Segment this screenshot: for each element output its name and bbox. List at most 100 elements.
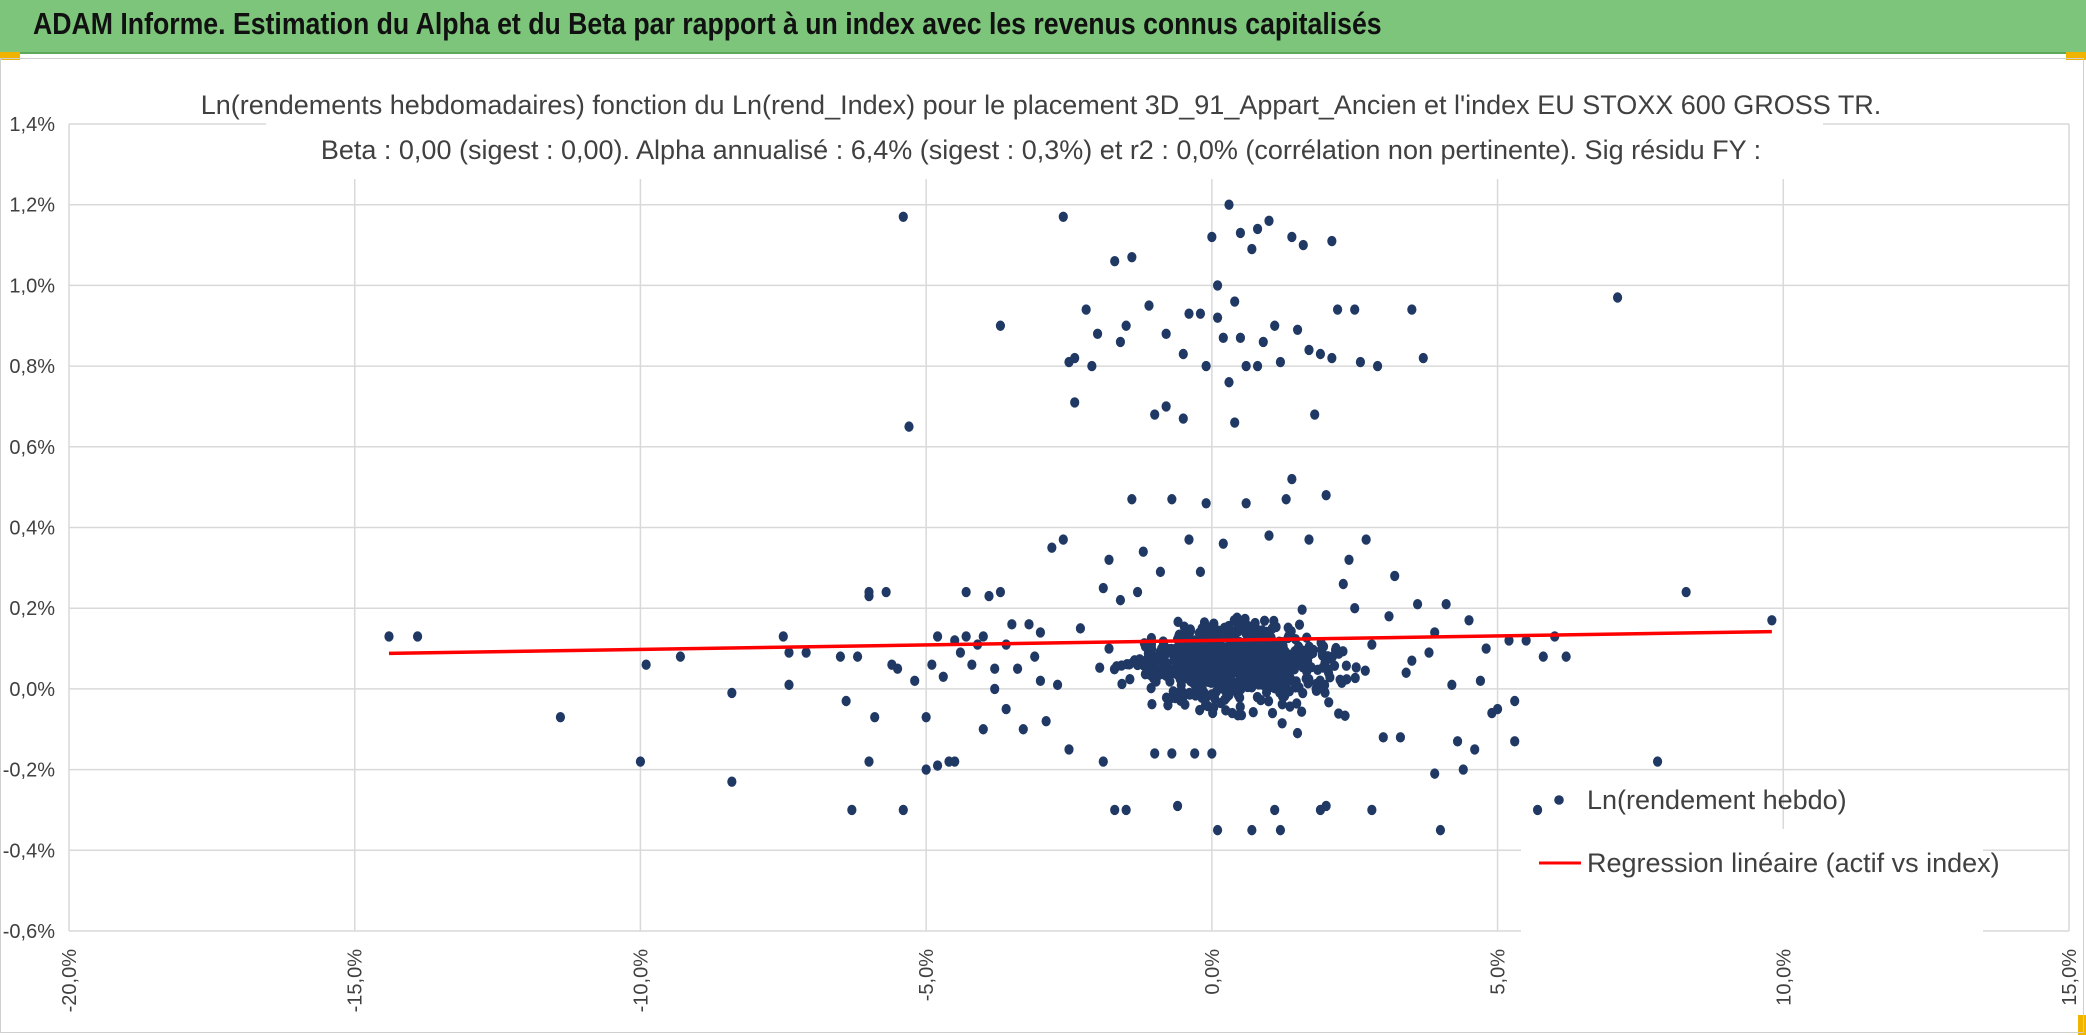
scatter-point bbox=[1161, 670, 1171, 682]
scatter-point bbox=[384, 631, 394, 642]
scatter-point bbox=[932, 631, 943, 642]
scatter-point bbox=[1259, 615, 1270, 626]
scatter-point bbox=[1407, 304, 1417, 315]
scatter-point bbox=[1481, 643, 1491, 654]
scatter-point bbox=[1275, 687, 1285, 698]
scatter-point bbox=[1150, 657, 1160, 668]
scatter-point bbox=[1127, 494, 1137, 505]
scatter-point bbox=[1320, 687, 1330, 698]
scatter-point bbox=[921, 764, 931, 775]
scatter-point bbox=[881, 586, 891, 598]
scatter-point bbox=[1179, 659, 1189, 670]
scatter-point bbox=[1201, 360, 1211, 372]
scatter-point bbox=[1237, 653, 1247, 665]
scatter-point bbox=[1202, 621, 1212, 633]
scatter-point bbox=[1504, 635, 1514, 646]
scatter-point bbox=[1035, 675, 1046, 687]
scatter-point bbox=[1148, 669, 1159, 680]
scatter-point bbox=[1270, 320, 1280, 331]
scatter-point bbox=[1143, 662, 1153, 673]
scatter-point bbox=[1189, 678, 1199, 690]
scatter-point bbox=[1334, 648, 1344, 659]
scatter-point bbox=[1104, 554, 1114, 565]
scatter-point bbox=[1030, 651, 1040, 662]
scatter-point bbox=[1115, 594, 1126, 606]
chart-area: -0,6% -0,4% -0,2% 0,0% 0,2% 0,4% 0,6% 0,8% 1,0% 1… bbox=[0, 58, 2084, 1033]
scatter-point bbox=[1272, 651, 1282, 663]
scatter-point bbox=[1435, 824, 1446, 836]
scatter-point bbox=[1281, 494, 1291, 505]
scatter-point bbox=[1228, 664, 1238, 675]
banner-corner-mark-left bbox=[0, 52, 20, 60]
scatter-point bbox=[1132, 586, 1143, 598]
scatter-point bbox=[1492, 703, 1503, 715]
scatter-point bbox=[1127, 251, 1137, 263]
scatter-point bbox=[1355, 356, 1366, 368]
scatter-point bbox=[1095, 662, 1105, 673]
scatter-point bbox=[1256, 694, 1266, 706]
scatter-point bbox=[1264, 215, 1274, 227]
scatter-point bbox=[1285, 701, 1295, 712]
scatter-point bbox=[1212, 312, 1223, 323]
scatter-point bbox=[1224, 199, 1234, 210]
scatter-point bbox=[841, 695, 851, 707]
scatter-point bbox=[927, 659, 937, 670]
scatter-point bbox=[1196, 651, 1206, 663]
scatter-point bbox=[1178, 348, 1188, 360]
scatter-point bbox=[1200, 700, 1211, 711]
scatter-point bbox=[1112, 661, 1122, 672]
x-tick-label: 15,0% bbox=[2059, 949, 2081, 1006]
scatter-point bbox=[1521, 635, 1531, 646]
scatter-point bbox=[1561, 651, 1571, 662]
scatter-point bbox=[1115, 336, 1126, 348]
scatter-point bbox=[801, 647, 811, 658]
scatter-point bbox=[1401, 667, 1411, 678]
y-tick-label: -0,2% bbox=[3, 760, 55, 782]
scatter-point bbox=[1246, 652, 1256, 663]
scatter-point bbox=[1310, 409, 1320, 420]
banner-corner-mark-right bbox=[2066, 52, 2086, 60]
scatter-point bbox=[1207, 231, 1217, 243]
scatter-point bbox=[1236, 709, 1247, 721]
scatter-point bbox=[1098, 756, 1108, 767]
scatter-point bbox=[1201, 671, 1211, 683]
report-title: ADAM Informe. Estimation du Alpha et du … bbox=[33, 6, 1382, 41]
scatter-point bbox=[1147, 699, 1157, 710]
scatter-point bbox=[641, 659, 651, 670]
scatter-point bbox=[1244, 673, 1255, 685]
scatter-point bbox=[1138, 546, 1148, 557]
legend-marker-scatter bbox=[1554, 795, 1564, 805]
scatter-point bbox=[1172, 800, 1183, 812]
scatter-point bbox=[1350, 304, 1360, 315]
scatter-point bbox=[1340, 710, 1350, 721]
scatter-point bbox=[1174, 630, 1184, 642]
scatter-point bbox=[1218, 332, 1228, 344]
scatter-point bbox=[675, 651, 686, 662]
scatter-point bbox=[1224, 684, 1234, 695]
scatter-point bbox=[1510, 736, 1520, 747]
scatter-point bbox=[921, 711, 931, 723]
scatter-point bbox=[1257, 625, 1267, 636]
scatter-point bbox=[1395, 732, 1406, 743]
scatter-point bbox=[995, 586, 1006, 598]
scatter-point bbox=[1230, 417, 1240, 428]
scatter-point bbox=[835, 651, 846, 662]
scatter-point bbox=[892, 663, 903, 674]
scatter-point bbox=[1412, 598, 1423, 610]
scatter-point bbox=[1329, 660, 1340, 671]
scatter-point bbox=[1070, 397, 1080, 408]
scatter-point bbox=[1256, 660, 1266, 671]
scatter-point bbox=[1267, 707, 1278, 719]
scatter-point bbox=[727, 776, 737, 787]
scatter-point bbox=[1261, 687, 1272, 698]
scatter-point bbox=[1104, 643, 1114, 654]
scatter-point bbox=[1297, 706, 1307, 717]
scatter-point bbox=[898, 804, 908, 816]
scatter-point bbox=[1367, 639, 1377, 650]
scatter-point bbox=[864, 590, 874, 602]
scatter-point bbox=[1464, 615, 1474, 626]
scatter-point bbox=[978, 724, 988, 735]
y-tick-label: -0,4% bbox=[3, 840, 55, 862]
scatter-point bbox=[1212, 824, 1223, 836]
scatter-point bbox=[1317, 650, 1328, 661]
